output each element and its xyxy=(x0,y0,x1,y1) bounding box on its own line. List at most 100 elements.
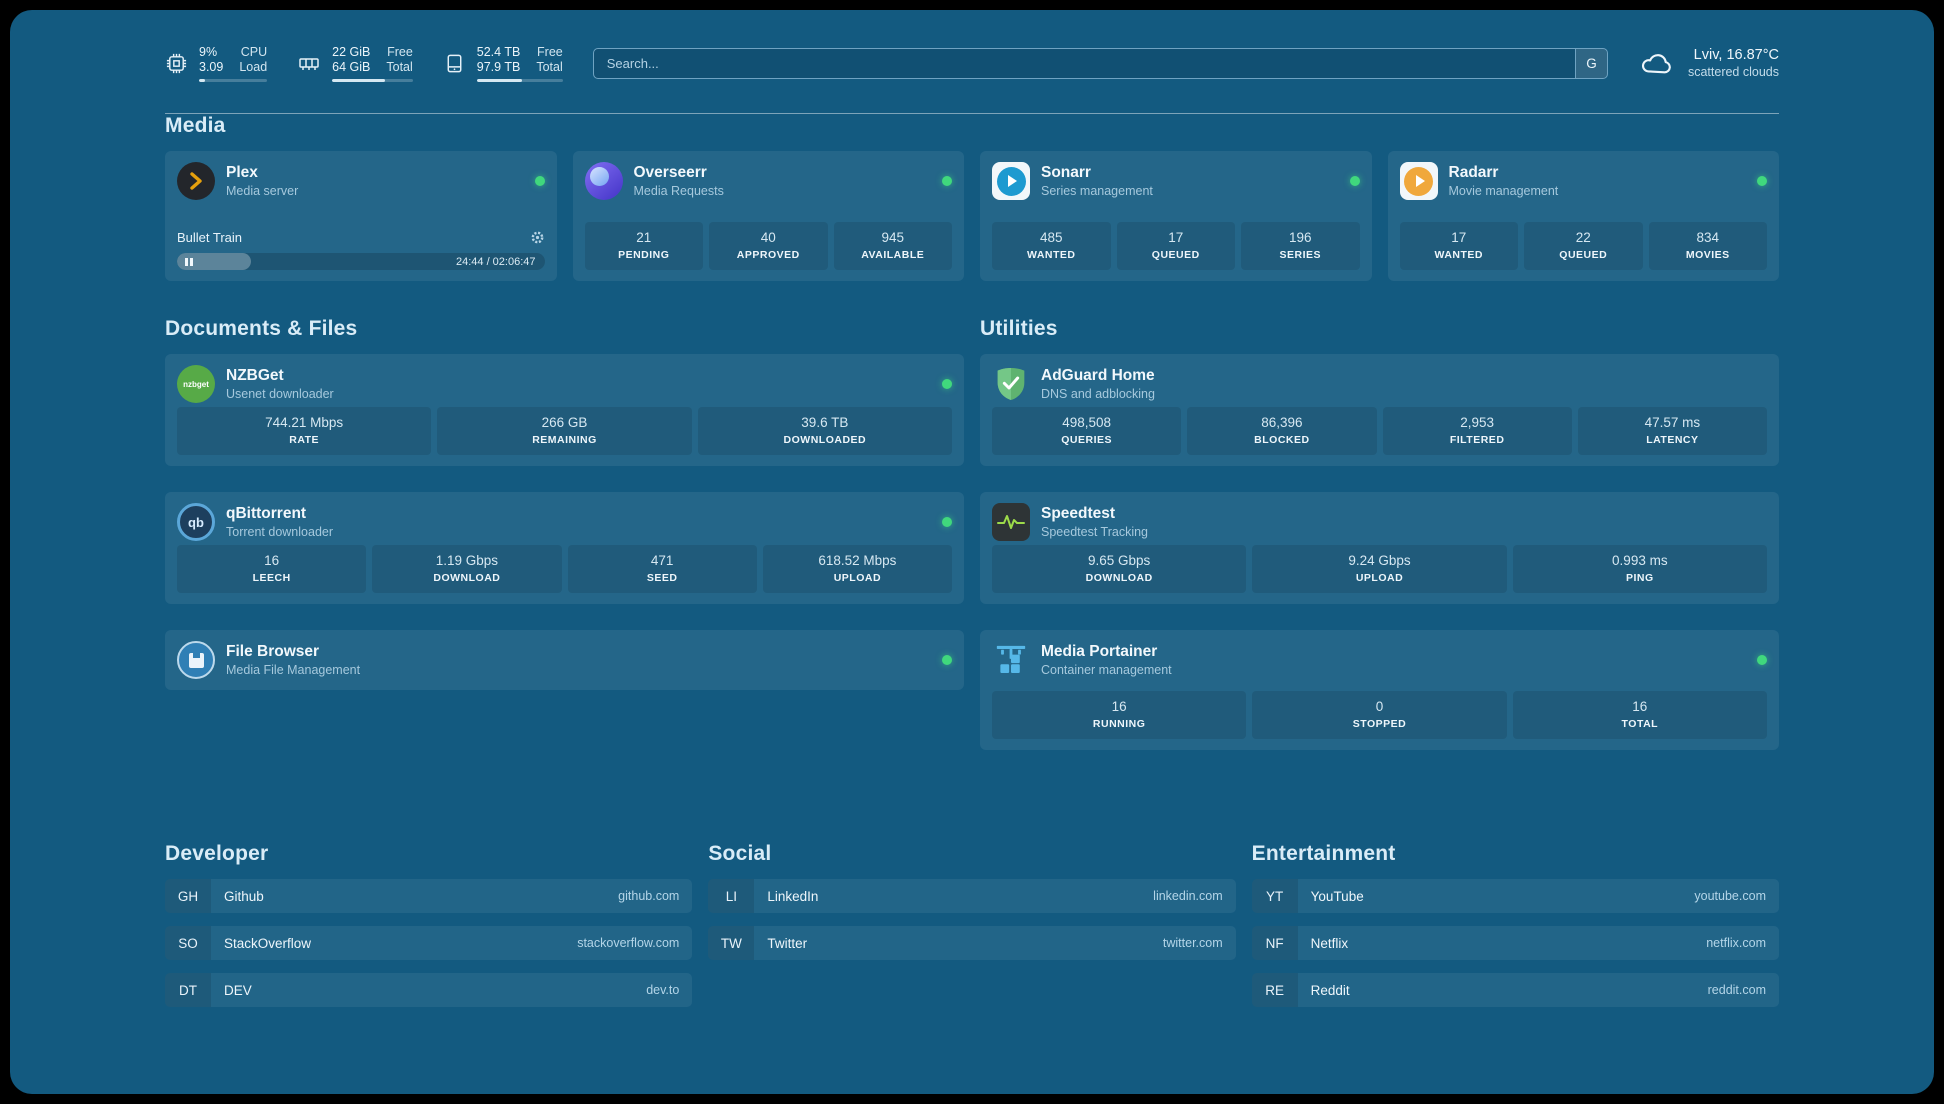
nzbget-title: NZBGet xyxy=(226,367,284,384)
bookmark-abbr: LI xyxy=(708,879,755,913)
gear-icon[interactable] xyxy=(530,230,545,245)
search-input[interactable] xyxy=(593,48,1575,78)
bookmark-name: LinkedIn xyxy=(767,888,819,904)
plex-subtitle: Media server xyxy=(226,184,299,198)
stat-wanted: 17 WANTED xyxy=(1399,222,1518,270)
media-cards-row: Plex Media server Bullet Train 24:44 / 0… xyxy=(165,151,1779,281)
stat-movies: 834 MOVIES xyxy=(1648,222,1767,270)
sonarr-subtitle: Series management xyxy=(1041,184,1153,198)
stat-queued: 17 QUEUED xyxy=(1116,222,1235,270)
portainer-card[interactable]: Media Portainer Container management 16 R… xyxy=(980,630,1779,750)
status-dot xyxy=(942,517,952,527)
memory-widget: 22 GiB Free 64 GiB Total xyxy=(297,45,413,82)
bookmark-url: github.com xyxy=(618,889,680,903)
bookmarks-section: Developer GH Github github.com SO StackO… xyxy=(165,842,1779,1060)
cpu-load-label: Load xyxy=(239,59,268,74)
bookmark-url: stackoverflow.com xyxy=(577,936,680,950)
dashboard: 9% CPU 3.09 Load 22 GiB Fre xyxy=(10,10,1934,1094)
stat-download: 9.65 Gbps DOWNLOAD xyxy=(992,545,1247,593)
bookmark-twitter[interactable]: TW Twitter twitter.com xyxy=(708,926,1236,960)
overseerr-card[interactable]: Overseerr Media Requests 21 PENDING 40 APP… xyxy=(572,151,964,281)
qbittorrent-card[interactable]: qb qBittorrent Torrent downloader 16 LEEC… xyxy=(165,492,964,604)
bookmark-abbr: RE xyxy=(1251,973,1298,1007)
bookmark-abbr: GH xyxy=(165,879,211,913)
speedtest-title: Speedtest xyxy=(1041,505,1116,522)
stat-pending: 21 PENDING xyxy=(584,222,703,270)
stat-leech: 16 LEECH xyxy=(177,545,367,593)
stat-rate: 744.21 Mbps RATE xyxy=(177,407,432,455)
bookmark-abbr: SO xyxy=(165,926,211,960)
speedtest-icon xyxy=(992,503,1030,541)
section-title-developer: Developer xyxy=(165,842,269,865)
pause-icon[interactable] xyxy=(185,257,193,266)
bookmark-dev[interactable]: DT DEV dev.to xyxy=(165,973,693,1007)
bookmark-name: Netflix xyxy=(1310,935,1349,951)
filebrowser-card[interactable]: File Browser Media File Management xyxy=(165,630,964,690)
cpu-chip-icon xyxy=(165,52,188,75)
bookmark-name: YouTube xyxy=(1310,888,1364,904)
cpu-load-value: 3.09 xyxy=(199,59,224,74)
bookmark-linkedin[interactable]: LI LinkedIn linkedin.com xyxy=(708,879,1236,913)
storage-free-label: Free xyxy=(537,44,563,59)
header-divider xyxy=(165,113,1779,114)
stat-remaining: 266 GB REMAINING xyxy=(437,407,692,455)
qbittorrent-subtitle: Torrent downloader xyxy=(226,525,334,539)
status-dot xyxy=(942,655,952,665)
overseerr-subtitle: Media Requests xyxy=(633,184,724,198)
section-title-utilities: Utilities xyxy=(980,317,1058,340)
documents-column: Documents & Files nzbget NZBGet Usenet d… xyxy=(165,317,964,716)
weather-location: Lviv, 16.87°C xyxy=(1693,47,1779,63)
section-title-entertainment: Entertainment xyxy=(1251,842,1396,865)
speedtest-card[interactable]: Speedtest Speedtest Tracking 9.65 Gbps DO… xyxy=(980,492,1779,604)
storage-free-value: 52.4 TB xyxy=(476,44,521,59)
services-columns: Documents & Files nzbget NZBGet Usenet d… xyxy=(165,317,1779,776)
cloud-icon xyxy=(1638,49,1676,77)
stat-queued: 22 QUEUED xyxy=(1524,222,1643,270)
storage-total-value: 97.9 TB xyxy=(476,59,521,74)
qbittorrent-title: qBittorrent xyxy=(226,505,307,522)
weather-widget: Lviv, 16.87°C scattered clouds xyxy=(1638,47,1779,79)
stat-available: 945 AVAILABLE xyxy=(833,222,952,270)
qbittorrent-icon: qb xyxy=(177,503,215,541)
weather-condition: scattered clouds xyxy=(1687,65,1779,79)
storage-progress-bar xyxy=(476,78,563,82)
resource-widgets: 9% CPU 3.09 Load 22 GiB Fre xyxy=(165,45,563,82)
plex-title: Plex xyxy=(226,164,258,181)
playback-time: 24:44 / 02:06:47 xyxy=(455,255,536,268)
memory-total-value: 64 GiB xyxy=(332,59,371,74)
portainer-subtitle: Container management xyxy=(1041,663,1172,677)
bookmark-url: twitter.com xyxy=(1162,936,1223,950)
adguard-card[interactable]: AdGuard Home DNS and adblocking 498,508 Q… xyxy=(980,354,1779,466)
overseerr-title: Overseerr xyxy=(633,164,707,181)
bookmark-stackoverflow[interactable]: SO StackOverflow stackoverflow.com xyxy=(165,926,693,960)
bookmark-url: netflix.com xyxy=(1706,936,1766,950)
filebrowser-icon xyxy=(177,641,215,679)
radarr-card[interactable]: Radarr Movie management 17 WANTED 22 QUEUE… xyxy=(1387,151,1779,281)
bookmark-reddit[interactable]: RE Reddit reddit.com xyxy=(1251,973,1779,1007)
stat-downloaded: 39.6 TB DOWNLOADED xyxy=(697,407,952,455)
memory-icon xyxy=(297,51,321,75)
bookmark-youtube[interactable]: YT YouTube youtube.com xyxy=(1251,879,1779,913)
bookmark-name: StackOverflow xyxy=(224,935,312,951)
stat-stopped: 0 STOPPED xyxy=(1252,691,1507,739)
bookmark-name: Github xyxy=(224,888,264,904)
bookmark-github[interactable]: GH Github github.com xyxy=(165,879,693,913)
memory-free-value: 22 GiB xyxy=(332,44,371,59)
stat-approved: 40 APPROVED xyxy=(709,222,828,270)
filebrowser-title: File Browser xyxy=(226,643,320,660)
stat-filtered: 2,953 FILTERED xyxy=(1382,407,1572,455)
stat-latency: 47.57 ms LATENCY xyxy=(1577,407,1767,455)
stat-series: 196 SERIES xyxy=(1241,222,1360,270)
stat-seed: 471 SEED xyxy=(567,545,757,593)
section-title-documents: Documents & Files xyxy=(165,317,358,340)
search-engine-button[interactable]: G xyxy=(1574,48,1607,78)
cpu-usage-value: 9% xyxy=(199,44,218,59)
bookmarks-developer: Developer GH Github github.com SO StackO… xyxy=(165,842,693,1020)
plex-card[interactable]: Plex Media server Bullet Train 24:44 / 0… xyxy=(165,151,557,281)
bookmark-netflix[interactable]: NF Netflix netflix.com xyxy=(1251,926,1779,960)
nzbget-card[interactable]: nzbget NZBGet Usenet downloader 744.21 M… xyxy=(165,354,964,466)
sonarr-card[interactable]: Sonarr Series management 485 WANTED 17 QUE… xyxy=(980,151,1372,281)
radarr-title: Radarr xyxy=(1448,164,1499,181)
memory-progress-bar xyxy=(332,78,413,82)
portainer-icon xyxy=(992,641,1030,679)
